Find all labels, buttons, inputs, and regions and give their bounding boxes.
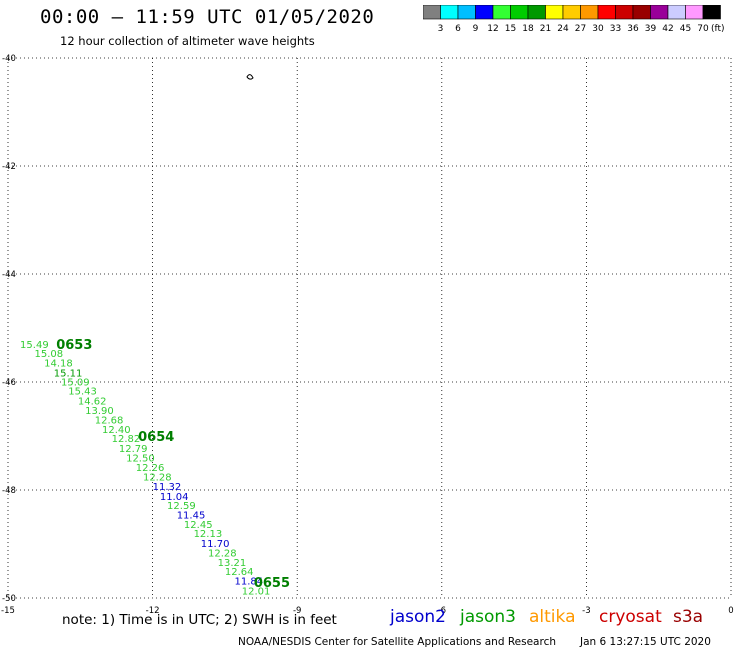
wave-height-label: 14.18 xyxy=(44,359,73,370)
wave-height-label: 12.68 xyxy=(95,415,124,426)
wave-height-label: 12.82 xyxy=(112,434,141,445)
satellite-altika-label: altika xyxy=(529,607,576,627)
color-scale-tick-label: 21 xyxy=(540,24,551,34)
color-scale-tick-label: 12 xyxy=(487,24,498,34)
color-scale-unit: (ft) xyxy=(711,24,725,34)
wave-height-label: 12.45 xyxy=(184,520,213,531)
wave-height-label: 12.79 xyxy=(119,444,148,455)
color-scale-tick-label: 36 xyxy=(627,24,639,34)
color-scale-tick-label: 33 xyxy=(610,24,621,34)
wave-height-label: 12.40 xyxy=(102,425,131,436)
wave-height-label: 12.28 xyxy=(208,549,237,560)
generated-timestamp: Jan 6 13:27:15 UTC 2020 xyxy=(580,636,711,648)
footer-note: note: 1) Time is in UTC; 2) SWH is in fe… xyxy=(62,612,337,628)
wave-height-label: 14.62 xyxy=(78,396,107,407)
credit-line: NOAA/NESDIS Center for Satellite Applica… xyxy=(238,636,556,648)
satellite-cryosat-label: cryosat xyxy=(599,607,662,627)
lat-tick-label: -42 xyxy=(2,162,16,172)
color-scale-tick-label: 24 xyxy=(557,24,569,34)
satellite-jason2-label: jason2 xyxy=(390,607,446,627)
lat-tick-label: -44 xyxy=(2,270,16,280)
lon-tick-label: -9 xyxy=(293,606,301,616)
lat-tick-label: -40 xyxy=(2,54,16,64)
color-scale-tick-label: 27 xyxy=(575,24,586,34)
color-scale-tick-label: 42 xyxy=(662,24,673,34)
color-scale-tick-label: 45 xyxy=(680,24,691,34)
wave-height-label: 12.64 xyxy=(225,567,254,578)
lon-tick-label: -15 xyxy=(1,606,15,616)
pass-time-label: 0654 xyxy=(138,430,174,445)
lon-tick-label: -3 xyxy=(582,606,590,616)
wave-height-label: 12.26 xyxy=(136,463,165,474)
color-swatch-16 xyxy=(702,5,721,20)
wave-height-label: 12.13 xyxy=(194,529,223,540)
wave-height-label: 12.28 xyxy=(143,473,172,484)
wave-height-label: 11.84 xyxy=(235,577,264,588)
color-scale-tick-label: 70 xyxy=(697,24,709,34)
wave-height-label: 15.49 xyxy=(20,340,49,351)
pass-time-label: 0655 xyxy=(254,576,290,591)
wave-height-label: 15.09 xyxy=(61,377,90,388)
color-scale-tick-label: 3 xyxy=(438,24,444,34)
wave-height-label: 15.08 xyxy=(35,349,64,360)
wave-height-label: 15.11 xyxy=(54,368,83,379)
wave-height-label: 12.50 xyxy=(126,454,155,465)
wave-height-label: 12.59 xyxy=(167,501,196,512)
wave-height-label: 11.45 xyxy=(177,510,206,521)
wave-height-label: 15.43 xyxy=(68,387,97,398)
color-scale-tick-label: 6 xyxy=(455,24,461,34)
lat-tick-label: -48 xyxy=(2,486,16,496)
wave-height-label: 12.01 xyxy=(242,586,271,597)
island-outline xyxy=(246,74,254,80)
page-title: 00:00 – 11:59 UTC 01/05/2020 xyxy=(40,6,375,28)
satellite-jason3-label: jason3 xyxy=(460,607,516,627)
lon-tick-label: 0 xyxy=(728,606,733,616)
lat-tick-label: -46 xyxy=(2,378,16,388)
satellite-s3a-label: s3a xyxy=(673,607,704,627)
color-scale-tick-label: 9 xyxy=(473,24,479,34)
wave-height-label: 13.21 xyxy=(218,558,247,569)
wave-height-label: 11.70 xyxy=(201,539,230,550)
lon-tick-label: -6 xyxy=(438,606,446,616)
wave-height-label: 11.32 xyxy=(153,482,182,493)
color-scale-legend: 3 6 9 12 15 18 21 24 27 30 33 36 39 42 45 70 (ft) xyxy=(423,5,725,34)
color-scale-tick-label: 39 xyxy=(645,24,657,34)
wave-height-label: 11.04 xyxy=(160,492,189,503)
color-scale-tick-label: 18 xyxy=(522,24,534,34)
color-scale-tick-label: 15 xyxy=(505,24,516,34)
pass-time-label: 0653 xyxy=(56,338,92,353)
wave-height-label: 13.90 xyxy=(85,406,114,417)
lat-tick-label: -50 xyxy=(2,594,16,604)
color-scale-tick-label: 30 xyxy=(592,24,604,34)
page-subtitle: 12 hour collection of altimeter wave hei… xyxy=(60,34,315,48)
lon-tick-label: -12 xyxy=(146,606,160,616)
